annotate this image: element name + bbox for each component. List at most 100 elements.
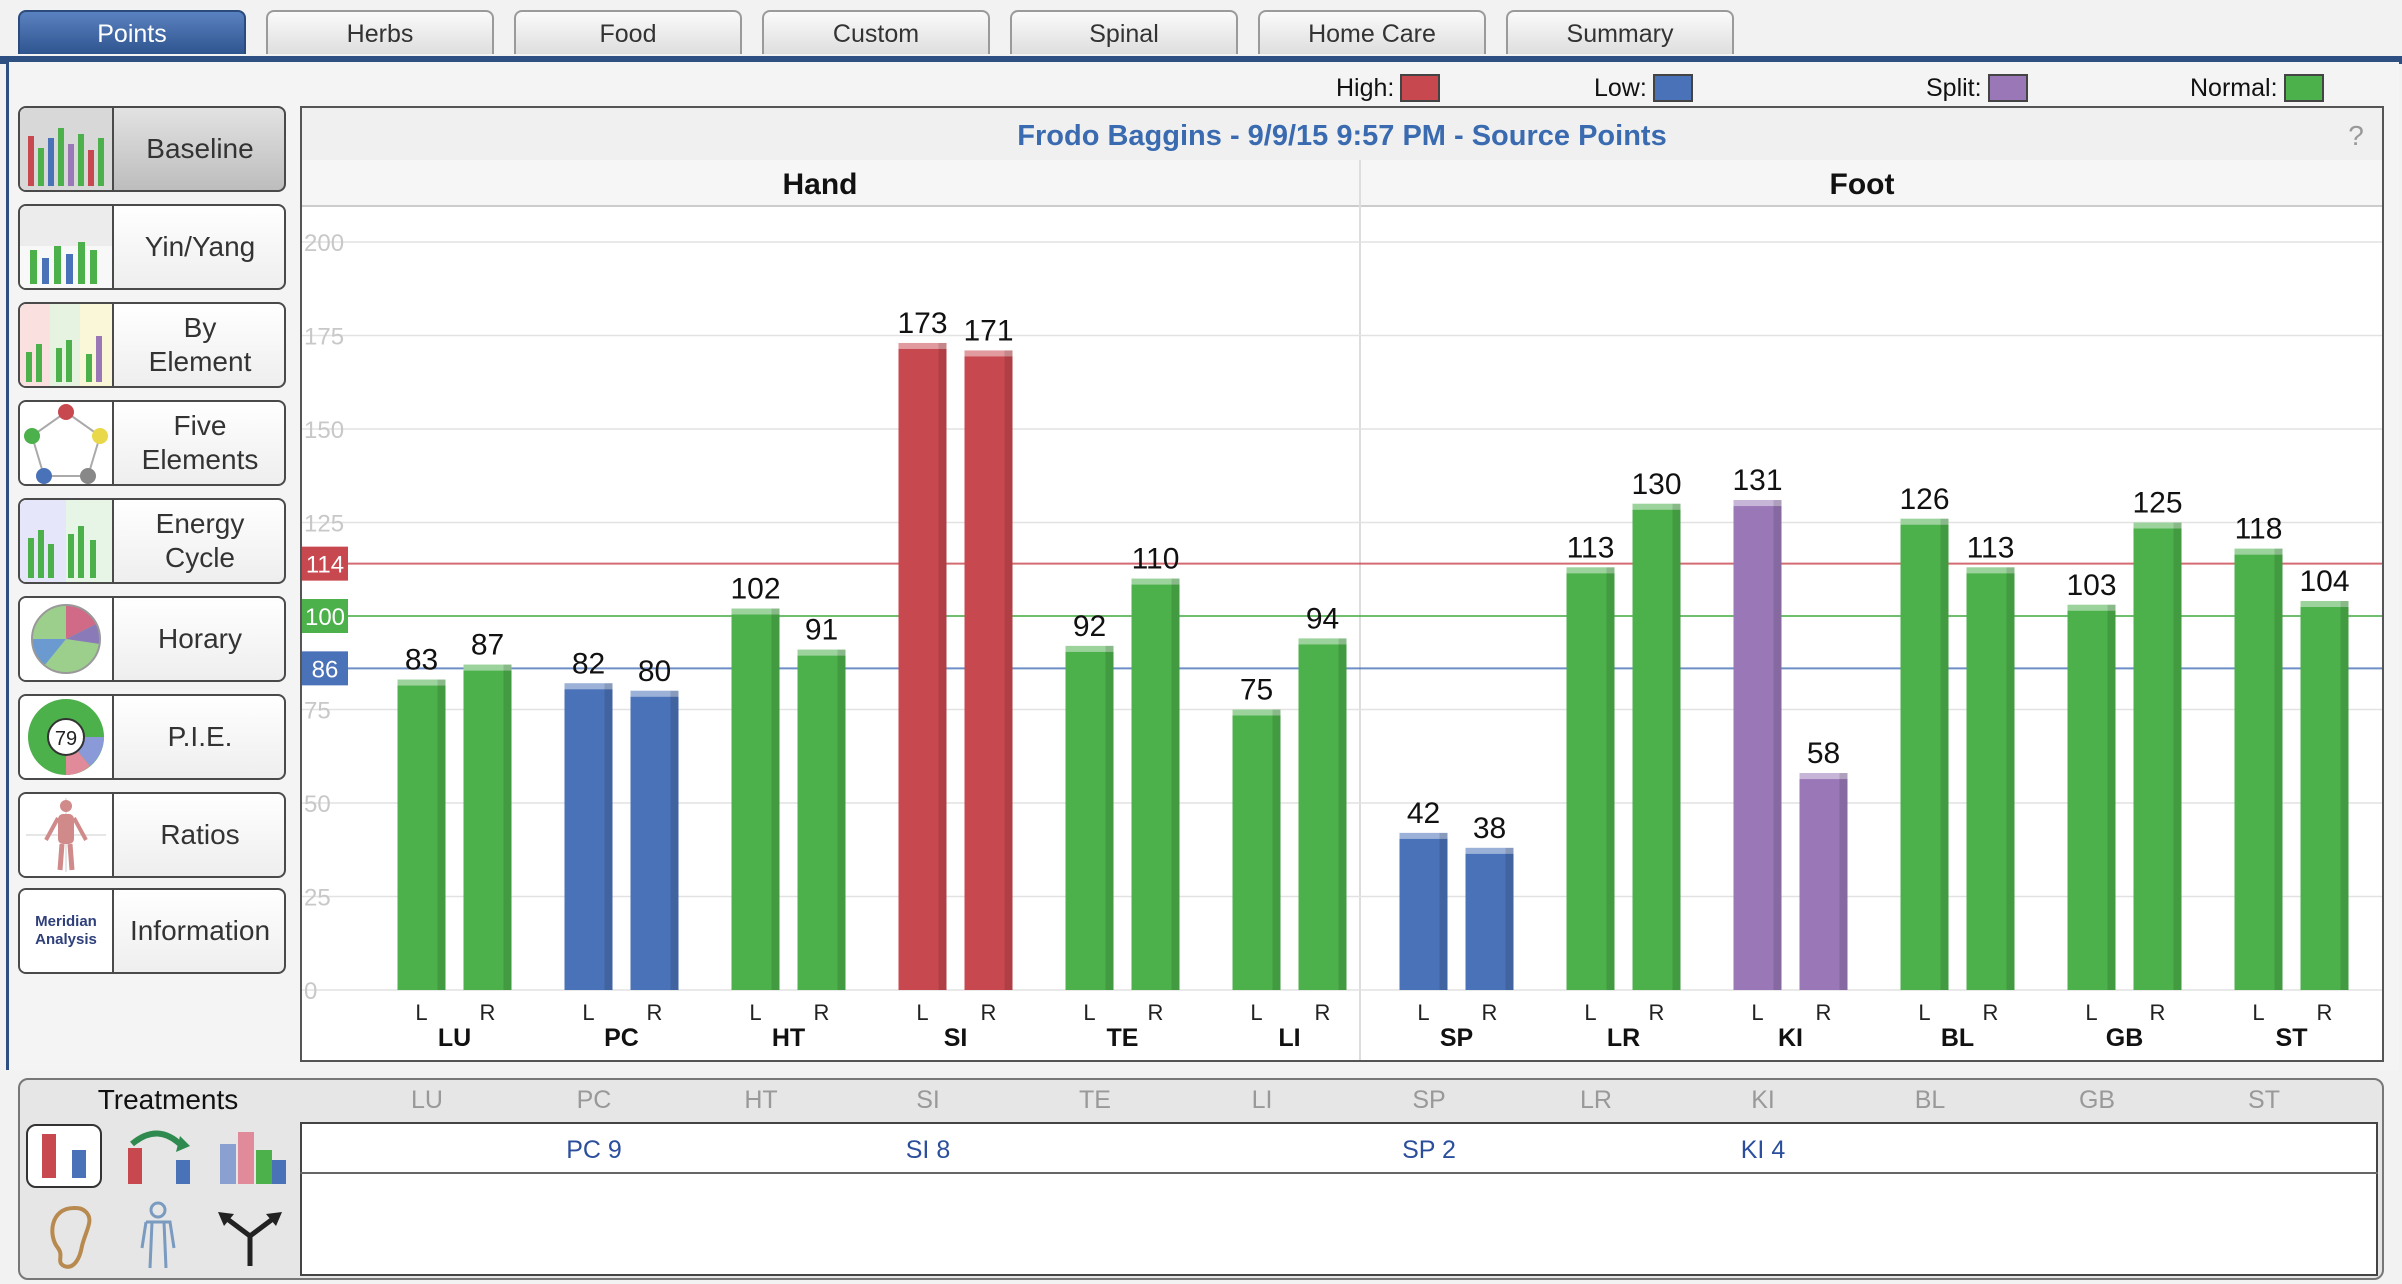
- bar-highlight: [797, 649, 846, 656]
- bar-li-r: [1298, 638, 1347, 990]
- bar-highlight: [1298, 638, 1347, 645]
- bar-highlight: [731, 608, 780, 615]
- meridian-analysis-logo: Meridian Analysis: [20, 890, 114, 972]
- bar-value-label: 94: [1306, 602, 1339, 635]
- stacked-bars-icon[interactable]: [212, 1124, 288, 1188]
- tab-spinal[interactable]: Spinal: [1010, 10, 1238, 54]
- side-label: L: [2252, 1000, 2264, 1025]
- bar-compare-icon[interactable]: [26, 1124, 102, 1188]
- bar-highlight: [1465, 847, 1514, 854]
- tab-herbs[interactable]: Herbs: [266, 10, 494, 54]
- bar-shade: [437, 679, 446, 990]
- bar-shade: [2340, 601, 2349, 990]
- sidebar-item-label: Information: [129, 915, 271, 946]
- tab-points[interactable]: Points: [18, 10, 246, 54]
- legend-normal-label: Normal:: [2190, 73, 2278, 102]
- treatment-column-li: LI: [1251, 1086, 1273, 1114]
- bar-shade: [837, 649, 846, 990]
- treatment-column-te: TE: [1079, 1086, 1111, 1114]
- treatment-point-pc[interactable]: PC 9: [566, 1136, 622, 1164]
- bar-shade: [1505, 847, 1514, 990]
- pie-gauge-number: 79: [55, 728, 77, 750]
- sidebar-energy-cycle-button[interactable]: Energy Cycle: [18, 498, 286, 584]
- side-label: L: [1918, 1000, 1930, 1025]
- meridian-label-pc: PC: [604, 1024, 639, 1052]
- treatment-point-si[interactable]: SI 8: [905, 1136, 951, 1164]
- side-label: R: [1315, 1000, 1331, 1025]
- bar-value-label: 83: [405, 644, 438, 677]
- section-label-foot: Foot: [1830, 168, 1895, 201]
- bar-gb-r: [2133, 522, 2182, 990]
- bar-highlight: [1733, 500, 1782, 507]
- section-label-hand: Hand: [783, 168, 858, 201]
- bar-lu-l: [397, 679, 446, 990]
- bar-value-label: 113: [1967, 531, 2015, 564]
- side-label: R: [814, 1000, 830, 1025]
- sidebar-five-elements-button[interactable]: Five Elements: [18, 400, 286, 486]
- sidebar-item-label: Energy Cycle: [155, 508, 245, 573]
- bar-highlight: [1966, 567, 2015, 574]
- treatment-point-sp[interactable]: SP 2: [1402, 1136, 1456, 1164]
- threshold-badge-high: [302, 546, 348, 581]
- bar-shade: [1940, 518, 1949, 990]
- bar-highlight: [1566, 567, 1615, 574]
- fork-arrow-icon[interactable]: [212, 1200, 288, 1266]
- legend-high-swatch: [1400, 74, 1441, 102]
- bar-value-label: 104: [2299, 565, 2349, 598]
- sidebar-item-label: Horary: [157, 623, 242, 654]
- bar-value-label: 87: [471, 629, 504, 662]
- side-label: L: [1751, 1000, 1763, 1025]
- side-label: R: [1816, 1000, 1832, 1025]
- bar-shade: [771, 608, 780, 990]
- element-chart-thumb-icon: [20, 304, 114, 386]
- y-tick-label: 175: [304, 324, 344, 351]
- body-outline-icon[interactable]: [120, 1200, 196, 1269]
- sidebar-information-button[interactable]: Meridian Analysis Information: [18, 888, 286, 974]
- bar-highlight: [964, 350, 1013, 357]
- bar-value-label: 75: [1240, 674, 1273, 707]
- treatments-divider: [300, 1172, 2378, 1174]
- side-label: L: [1250, 1000, 1262, 1025]
- bar-value-label: 92: [1073, 610, 1106, 643]
- bar-shade: [2173, 522, 2182, 990]
- bar-highlight: [397, 679, 446, 686]
- sidebar-by-element-button[interactable]: By Element: [18, 302, 286, 388]
- ear-icon[interactable]: [34, 1200, 110, 1269]
- bar-value-label: 130: [1631, 468, 1681, 501]
- sidebar-ratios-button[interactable]: Ratios: [18, 792, 286, 878]
- sidebar-baseline-button[interactable]: Baseline: [18, 106, 286, 192]
- bar-chart: Frodo Baggins - 9/9/15 9:57 PM - Source …: [302, 108, 2382, 1060]
- bar-shade: [938, 342, 947, 990]
- side-label: R: [1482, 1000, 1498, 1025]
- tab-home-care[interactable]: Home Care: [1258, 10, 1486, 54]
- treatment-column-st: ST: [2248, 1086, 2280, 1114]
- bar-value-label: 125: [2132, 487, 2182, 520]
- tab-custom[interactable]: Custom: [762, 10, 990, 54]
- y-tick-label: 200: [304, 230, 344, 257]
- y-tick-label: 50: [304, 791, 331, 818]
- meridian-label-li: LI: [1278, 1024, 1300, 1052]
- transfer-arrow-icon[interactable]: [122, 1124, 198, 1188]
- meridian-label-sp: SP: [1440, 1024, 1473, 1052]
- five-elements-thumb-icon: [20, 402, 114, 484]
- body-figure-icon: [20, 794, 114, 876]
- meridian-label-lu: LU: [438, 1024, 471, 1052]
- bar-value-label: 102: [730, 573, 780, 606]
- treatment-point-ki[interactable]: KI 4: [1740, 1136, 1786, 1164]
- legend-normal: Normal:: [2190, 70, 2324, 106]
- sidebar-horary-button[interactable]: Horary: [18, 596, 286, 682]
- tab-bar: Points Herbs Food Custom Spinal Home Car…: [0, 0, 2402, 62]
- side-label: R: [1148, 1000, 1164, 1025]
- bar-highlight: [1632, 503, 1681, 510]
- tab-food[interactable]: Food: [514, 10, 742, 54]
- bar-value-label: 173: [897, 307, 947, 340]
- bar-shade: [1004, 350, 1013, 990]
- sidebar-pie-button[interactable]: 79 P.I.E.: [18, 694, 286, 780]
- legend-low: Low:: [1594, 70, 1693, 106]
- bar-shade: [2107, 604, 2116, 990]
- meridian-label-ht: HT: [772, 1024, 805, 1052]
- tab-summary[interactable]: Summary: [1506, 10, 1734, 54]
- bar-shade: [2006, 567, 2015, 990]
- threshold-badge-low: [302, 651, 348, 686]
- sidebar-yin-yang-button[interactable]: Yin/Yang: [18, 204, 286, 290]
